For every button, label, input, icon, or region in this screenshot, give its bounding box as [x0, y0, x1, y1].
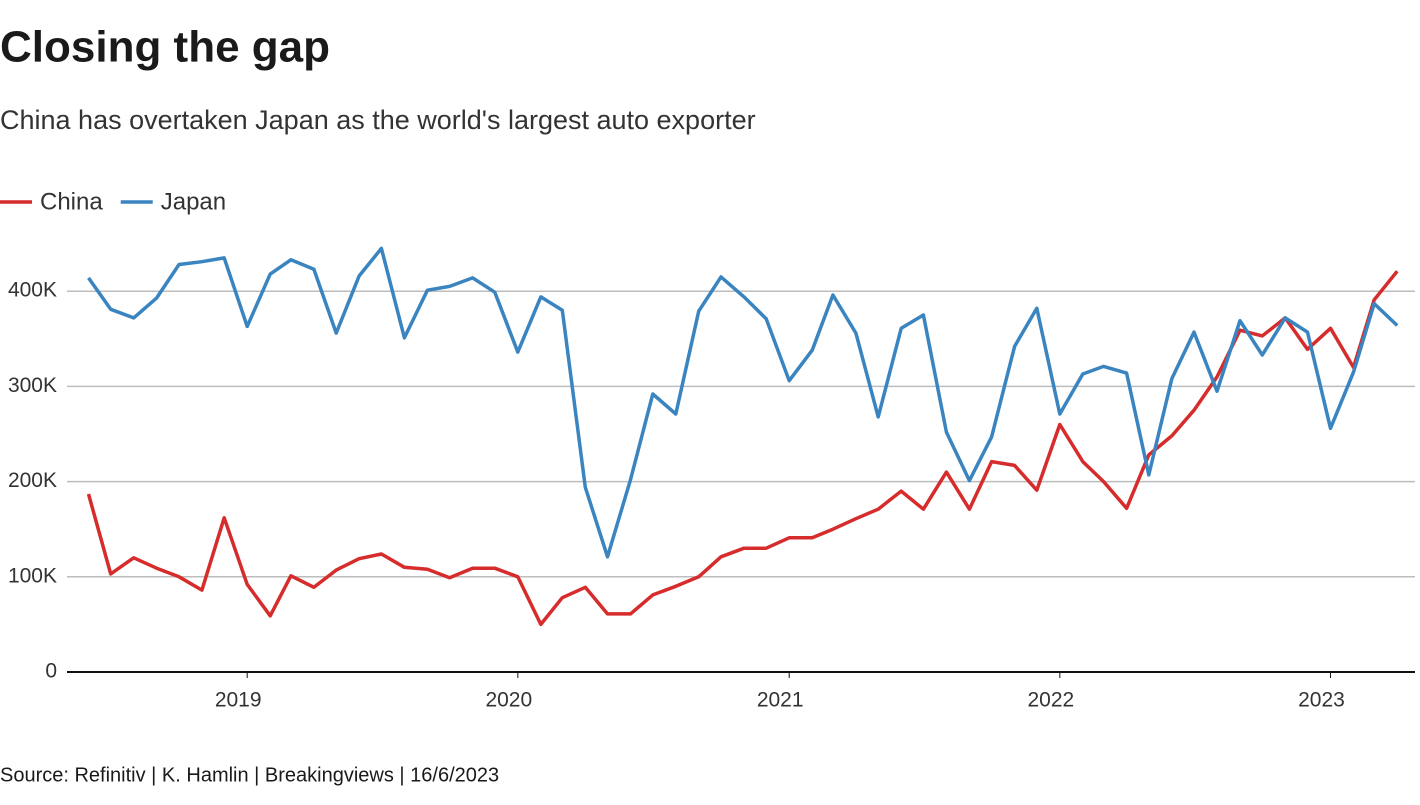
chart-title: Closing the gap [0, 23, 330, 72]
x-tick-label: 2020 [485, 689, 532, 712]
x-tick-label: 2019 [215, 689, 262, 712]
series-line [86, 270, 1399, 627]
y-tick-label: 100K [8, 564, 57, 587]
y-tick-label: 300K [8, 374, 57, 397]
legend-label: China [40, 188, 103, 215]
y-tick-label: 400K [8, 279, 57, 302]
y-tick-label: 0 [45, 660, 57, 683]
x-tick-label: 2022 [1027, 689, 1074, 712]
x-tick-label: 2021 [757, 689, 804, 712]
series-line [87, 246, 1399, 559]
x-tick-label: 2023 [1298, 689, 1345, 712]
y-tick-label: 200K [8, 469, 57, 492]
legend-label: Japan [161, 188, 226, 215]
chart-subtitle: China has overtaken Japan as the world's… [0, 105, 756, 135]
source: Source: Refinitiv | K. Hamlin | Breaking… [0, 764, 499, 786]
